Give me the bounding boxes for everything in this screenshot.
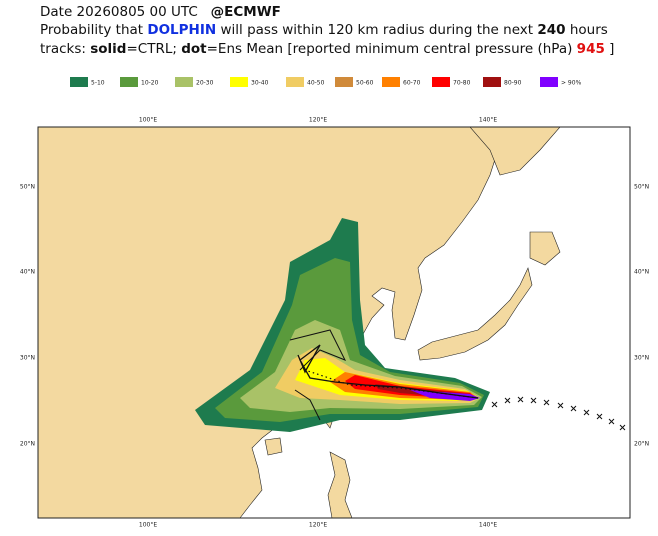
header-line-1: Date 20260805 00 UTC @ECMWF [40,4,281,20]
frame [37,126,631,519]
legend: 5-10 10-20 20-30 30-40 40-50 50-60 60-70 70-80 8… [70,77,582,87]
legend-swatch [382,77,400,87]
date: Date 20260805 00 UTC [40,4,198,20]
lat-label: 20°N [20,441,35,448]
hours: 240 [537,22,566,38]
source: @ECMWF [210,4,281,20]
legend-label: 40-50 [307,80,325,87]
legend-swatch [540,77,558,87]
legend-swatch [70,77,88,87]
header-line-3: tracks: solid=CTRL; dot=Ens Mean [report… [40,41,614,57]
legend-swatch [335,77,353,87]
lon-label: 120°E [309,117,327,124]
legend-swatch [286,77,304,87]
solid: solid [90,41,127,57]
storm-name: DOLPHIN [147,22,217,38]
legend-swatch [230,77,248,87]
text: hours [565,22,608,38]
legend-label: 5-10 [91,80,105,87]
dot: dot [181,41,207,57]
legend-label: 20-30 [196,80,214,87]
lon-label: 120°E [309,522,327,529]
legend-label: 10-20 [141,80,159,87]
legend-label: 70-80 [453,80,471,87]
legend-swatch [175,77,193,87]
legend-label: 60-70 [403,80,421,87]
lat-label: 40°N [634,269,649,276]
legend-swatch [483,77,501,87]
legend-label: 80-90 [504,80,522,87]
lat-label: 30°N [20,355,35,362]
lat-label: 40°N [20,269,35,276]
text: will pass within 120 km radius during th… [216,22,538,38]
legend-label: 30-40 [251,80,269,87]
lat-label: 50°N [634,184,649,191]
lon-label: 100°E [139,522,157,529]
text: =Ens Mean [reported minimum central pres… [206,41,577,57]
axes: 100°E 100°E 120°E 120°E 140°E 140°E 20°N 20°N 30… [20,117,649,529]
legend-swatch [432,77,450,87]
probability-area [195,218,490,432]
legend-swatch [120,77,138,87]
text: Probability that [40,22,148,38]
legend-label: > 90% [561,80,582,87]
pressure: 945 [576,41,605,57]
lat-label: 20°N [634,441,649,448]
legend-label: 50-60 [356,80,374,87]
lat-label: 50°N [20,184,35,191]
lon-label: 140°E [479,117,497,124]
text: ] [604,41,615,57]
lon-label: 140°E [479,522,497,529]
text: tracks: [40,41,91,57]
lon-label: 100°E [139,117,157,124]
land [37,126,561,519]
tracks [289,329,626,431]
header-line-2: Probability that DOLPHIN will pass withi… [40,22,608,38]
lat-label: 30°N [634,355,649,362]
text: =CTRL; [126,41,182,57]
